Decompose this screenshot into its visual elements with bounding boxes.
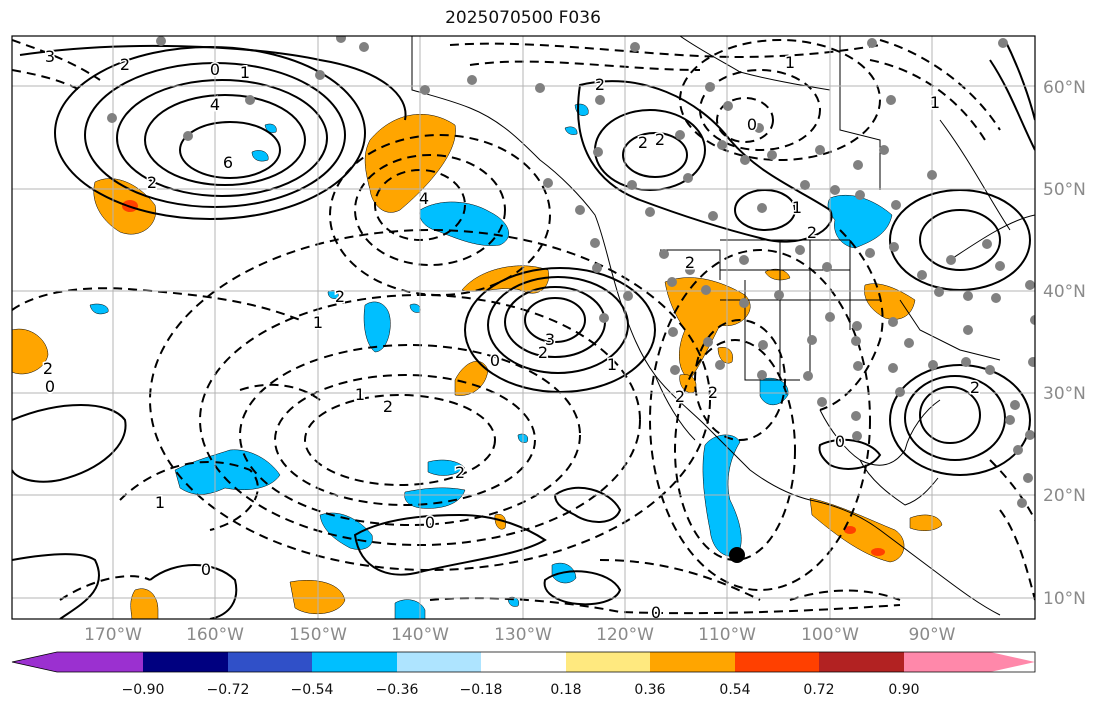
colorbar-segment xyxy=(904,652,990,672)
colorbar-tick-label: 0.54 xyxy=(719,682,751,698)
contour-label: 1 xyxy=(355,385,365,404)
contour-label: 4 xyxy=(419,189,429,208)
contour-label: 0 xyxy=(201,560,211,579)
contour-label: 1 xyxy=(930,93,940,112)
colorbar-segment xyxy=(566,652,650,672)
contour-label: 0 xyxy=(45,377,55,396)
contour-label: 2 xyxy=(685,253,695,272)
lat-label: 20°N xyxy=(1043,486,1086,506)
coastlines xyxy=(411,36,1035,616)
colorbar-segment xyxy=(397,652,481,672)
lat-label: 60°N xyxy=(1043,78,1086,98)
colorbar-tick-label: 0.72 xyxy=(803,682,835,698)
grid-lines xyxy=(12,36,1035,619)
lon-label: 130°W xyxy=(494,625,552,645)
lat-label: 10°N xyxy=(1043,589,1086,609)
colorbar-extend-min xyxy=(12,652,57,672)
colorbar-tick-label: 0.18 xyxy=(550,682,582,698)
colorbar-tick-label: 0.90 xyxy=(888,682,920,698)
contour-label: 0 xyxy=(210,60,220,79)
lon-label: 110°W xyxy=(698,625,756,645)
contour-label: 6 xyxy=(223,153,233,172)
contour-label: 2 xyxy=(538,343,548,362)
colorbar-segment xyxy=(57,652,143,672)
location-marker xyxy=(729,547,745,563)
contour-label: 2 xyxy=(147,173,157,192)
colorbar-segment xyxy=(650,652,735,672)
contour-label: 1 xyxy=(607,355,617,374)
lon-label: 160°W xyxy=(186,625,244,645)
map-frame xyxy=(11,35,1036,620)
contour-label: 2 xyxy=(970,378,980,397)
colorbar-tick-label: −0.72 xyxy=(206,682,250,698)
contour-label: 2 xyxy=(43,359,53,378)
contour-label: 1 xyxy=(313,313,323,332)
map-title: 2025070500 F036 xyxy=(445,8,601,28)
contour-label: 2 xyxy=(383,397,393,416)
contour-label: 1 xyxy=(785,53,795,72)
colorbar-segment xyxy=(228,652,312,672)
lon-label: 140°W xyxy=(391,625,449,645)
contour-label: 0 xyxy=(747,115,757,134)
negative-shading xyxy=(89,103,893,619)
contour-label: 2 xyxy=(638,133,648,152)
contour-label: 2 xyxy=(335,287,345,306)
contour-label: 1 xyxy=(792,198,802,217)
contour-label: 3 xyxy=(45,47,55,66)
contour-label: 2 xyxy=(807,223,817,242)
lat-label: 40°N xyxy=(1043,282,1086,302)
contour-label: 0 xyxy=(835,432,845,451)
colorbar-extend-max xyxy=(990,652,1035,672)
contour-label: 2 xyxy=(708,383,718,402)
contour-label: 2 xyxy=(455,463,465,482)
contour-label: 3 xyxy=(545,330,555,349)
colorbar xyxy=(11,651,1036,673)
colorbar-segments xyxy=(12,652,1035,672)
contour-label: 0 xyxy=(425,513,435,532)
contour-label: 1 xyxy=(240,63,250,82)
colorbar-tick-label: −0.90 xyxy=(121,682,165,698)
lon-label: 90°W xyxy=(908,625,956,645)
contour-label: 2 xyxy=(675,387,685,406)
contour-label: 2 xyxy=(120,55,130,74)
contour-label: 0 xyxy=(651,603,661,622)
contour-label: 0 xyxy=(490,351,500,370)
colorbar-segment xyxy=(143,652,228,672)
lon-label: 150°W xyxy=(289,625,347,645)
colorbar-segment xyxy=(312,652,397,672)
contour-label: 4 xyxy=(210,95,220,114)
colorbar-tick-label: −0.54 xyxy=(290,682,334,698)
contour-label: 2 xyxy=(595,75,605,94)
colorbar-segment xyxy=(819,652,904,672)
contour-label: 2 xyxy=(655,130,665,149)
lat-label: 30°N xyxy=(1043,384,1086,404)
station-markers xyxy=(107,36,1035,508)
colorbar-tick-label: −0.18 xyxy=(459,682,503,698)
colorbar-tick-label: −0.36 xyxy=(375,682,419,698)
lon-label: 170°W xyxy=(84,625,142,645)
contour-label: 1 xyxy=(155,493,165,512)
colorbar-segment xyxy=(481,652,566,672)
colorbar-segment xyxy=(735,652,819,672)
lon-label: 100°W xyxy=(801,625,859,645)
lat-label: 50°N xyxy=(1043,180,1086,200)
colorbar-tick-label: 0.36 xyxy=(634,682,666,698)
lon-label: 120°W xyxy=(596,625,654,645)
